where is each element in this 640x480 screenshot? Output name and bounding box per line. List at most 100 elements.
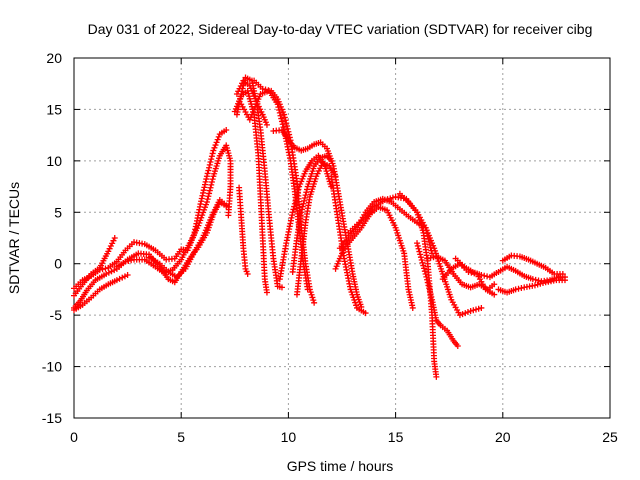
x-tick-label: 20 <box>495 429 511 445</box>
data-point <box>481 272 488 279</box>
series-arc-14 <box>289 152 335 275</box>
data-point <box>110 237 117 244</box>
data-point <box>478 304 485 311</box>
data-point <box>275 104 282 111</box>
x-tick-label: 10 <box>281 429 297 445</box>
data-point <box>210 147 217 154</box>
data-point <box>362 310 369 317</box>
data-point <box>308 291 315 298</box>
data-point <box>420 262 427 269</box>
data-point <box>276 109 283 116</box>
data-point <box>414 242 421 249</box>
data-point <box>125 257 132 264</box>
data-point <box>289 209 296 216</box>
x-tick-label: 15 <box>388 429 404 445</box>
data-point <box>236 85 243 92</box>
x-tick-label: 25 <box>602 429 618 445</box>
data-point <box>281 111 288 118</box>
series-arc-21 <box>396 190 485 319</box>
data-point <box>318 162 325 169</box>
data-point <box>257 106 264 113</box>
data-point <box>207 184 214 191</box>
data-point <box>293 195 300 201</box>
data-point <box>208 153 215 160</box>
series-arc-3 <box>71 127 230 292</box>
data-point <box>311 299 318 306</box>
x-tick-label: 0 <box>70 429 78 445</box>
data-point <box>225 204 232 211</box>
data-point <box>293 192 300 199</box>
grid-lines <box>74 58 610 418</box>
data-point <box>96 266 103 273</box>
data-point <box>111 267 118 274</box>
data-point <box>559 271 566 277</box>
data-point <box>515 285 522 292</box>
axis-ticks: 0 5 10 15 20 25 -15 -10 -5 0 5 10 15 20 <box>42 50 618 445</box>
data-point <box>281 114 288 121</box>
data-point <box>529 276 536 283</box>
data-point <box>284 125 291 132</box>
data-point <box>206 187 213 194</box>
data-point <box>478 272 485 279</box>
data-point <box>424 276 431 283</box>
data-point <box>283 123 290 129</box>
data-point <box>467 308 474 315</box>
data-point <box>207 159 214 165</box>
x-axis-label: GPS time / hours <box>287 458 394 474</box>
data-point <box>121 273 128 280</box>
series-arc-22 <box>414 240 461 349</box>
data-point <box>124 272 131 279</box>
data-point <box>384 196 391 203</box>
data-point <box>206 161 213 168</box>
data-point <box>209 150 216 157</box>
data-point <box>103 271 110 277</box>
data-point <box>108 268 115 275</box>
series-arc-5 <box>113 142 234 276</box>
data-point <box>299 203 306 210</box>
data-point <box>277 112 284 119</box>
data-point <box>518 285 525 292</box>
data-point <box>111 235 118 241</box>
data-point <box>473 306 479 313</box>
data-point <box>102 265 109 272</box>
data-point <box>425 282 432 289</box>
data-point <box>424 279 431 286</box>
data-point <box>208 179 215 185</box>
data-point <box>276 107 283 113</box>
data-point <box>427 254 434 261</box>
data-point <box>213 139 220 146</box>
data-point <box>315 167 322 174</box>
data-point <box>387 195 394 202</box>
data-point <box>433 373 440 380</box>
data-point <box>206 190 213 197</box>
y-tick-label: 10 <box>46 153 62 169</box>
data-point <box>206 164 213 171</box>
data-point <box>298 209 305 216</box>
data-point <box>534 281 541 288</box>
data-point <box>561 274 568 281</box>
data-point <box>475 305 482 312</box>
data-point <box>208 156 215 163</box>
data-point <box>301 197 308 204</box>
data-point <box>303 189 310 196</box>
x-tick-label: 5 <box>177 429 185 445</box>
data-point <box>294 189 301 196</box>
y-tick-label: -15 <box>42 410 62 426</box>
data-point <box>419 259 426 266</box>
data-point <box>491 281 498 288</box>
series-arc-28 <box>499 252 566 277</box>
data-point <box>204 170 211 177</box>
data-point <box>381 196 388 203</box>
data-point <box>462 310 469 317</box>
data-point <box>307 289 314 296</box>
data-point <box>239 80 246 87</box>
data-point <box>532 276 539 283</box>
data-point <box>263 289 270 296</box>
data-point <box>303 186 310 193</box>
data-point <box>119 274 126 281</box>
data-point <box>215 133 222 140</box>
data-point <box>237 82 244 89</box>
data-point <box>214 136 221 143</box>
data-point <box>416 248 423 255</box>
